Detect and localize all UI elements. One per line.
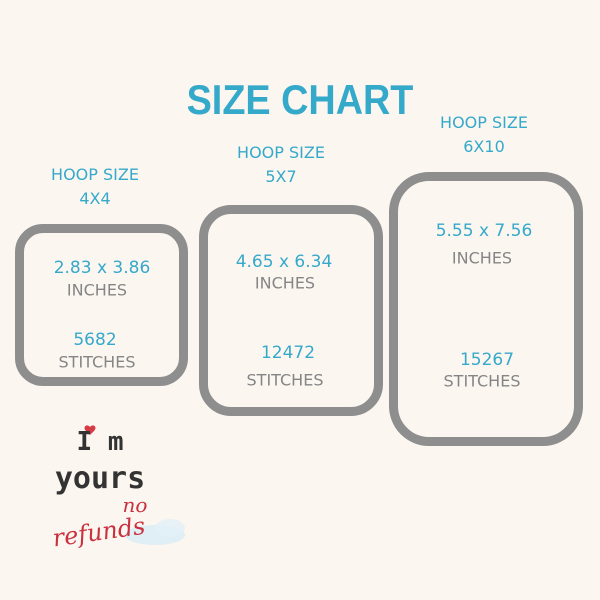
dim-unit-5x7: INCHES (254, 273, 316, 293)
stitch-unit-4x4: STITCHES (58, 352, 136, 372)
hoop-size: 4X4 (79, 189, 111, 208)
stitches-6x10: 15267 (459, 350, 515, 370)
heart-icon (84, 425, 96, 435)
design-line4: refunds (51, 512, 147, 553)
hoop-label-4x4: HOOP SIZE 4X4 (51, 163, 139, 211)
hoop-label-5x7: HOOP SIZE 5X7 (237, 141, 325, 189)
hoop-frame-4x4 (15, 224, 188, 386)
hoop-size: 5X7 (265, 167, 297, 186)
design-line3: no (123, 493, 148, 517)
embroidery-design-preview: I m yours no refunds (20, 420, 190, 560)
design-line1: I m (77, 427, 124, 457)
dimensions-4x4: 2.83 x 3.86 (53, 258, 151, 278)
page-title: SIZE CHART (186, 76, 414, 123)
hoop-frame-5x7 (199, 205, 383, 416)
dim-unit-6x10: INCHES (451, 248, 513, 268)
design-artwork: I m yours no refunds (51, 425, 185, 553)
stitch-unit-5x7: STITCHES (246, 370, 324, 390)
dimensions-6x10: 5.55 x 7.56 (435, 221, 533, 241)
design-line2: yours (55, 461, 145, 496)
hoop-label: HOOP SIZE (237, 143, 325, 162)
stitches-4x4: 5682 (73, 330, 117, 350)
stitch-unit-6x10: STITCHES (443, 371, 521, 391)
hoop-label-6x10: HOOP SIZE 6X10 (440, 111, 528, 159)
hoop-frame-6x10 (389, 172, 583, 446)
hoop-label: HOOP SIZE (440, 113, 528, 132)
hoop-size: 6X10 (463, 137, 505, 156)
stitches-5x7: 12472 (260, 343, 316, 363)
dim-unit-4x4: INCHES (66, 280, 128, 300)
dimensions-5x7: 4.65 x 6.34 (235, 252, 333, 272)
hoop-label: HOOP SIZE (51, 165, 139, 184)
